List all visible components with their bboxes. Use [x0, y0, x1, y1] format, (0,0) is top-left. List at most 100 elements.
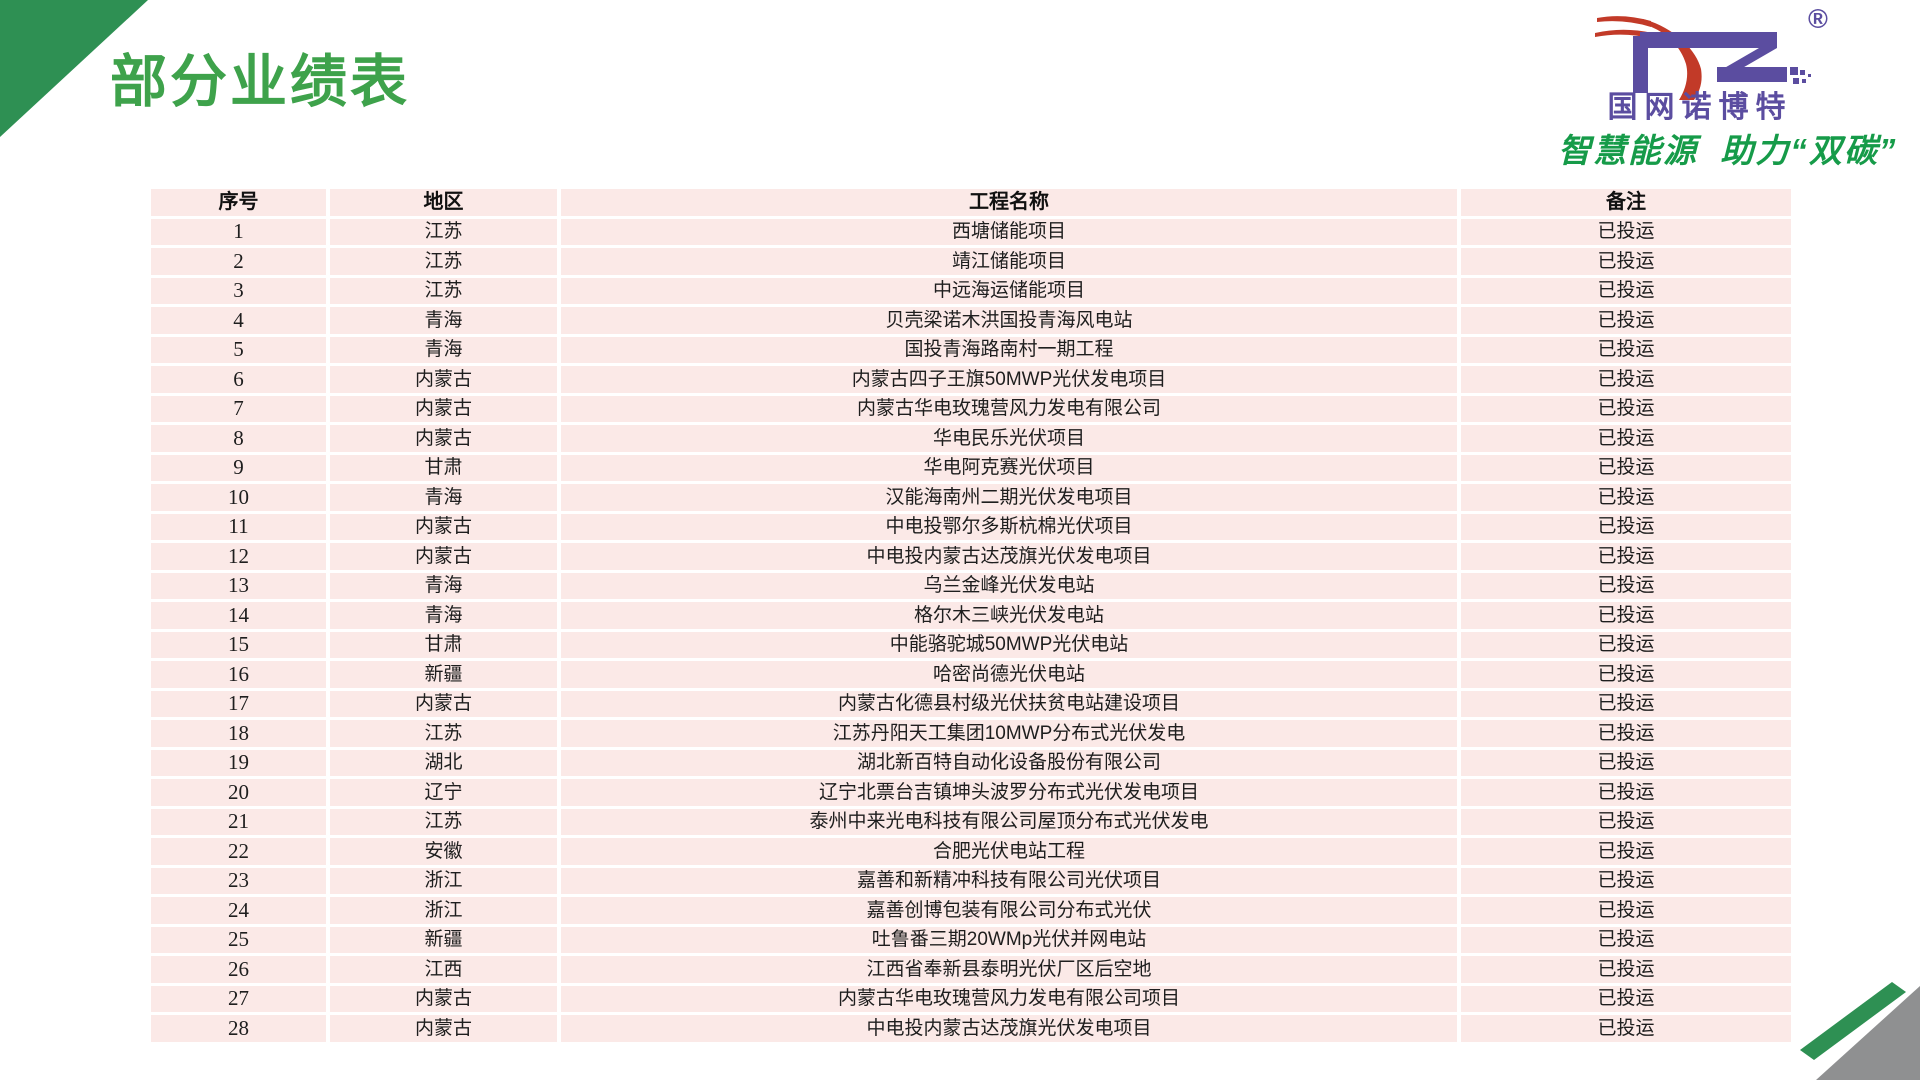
region-cell: 辽宁 — [330, 779, 557, 806]
table-row: 16 新疆 哈密尚德光伏电站 已投运 — [151, 661, 1791, 688]
region-cell: 浙江 — [330, 867, 557, 894]
remark-cell: 已投运 — [1461, 484, 1791, 511]
project-name-cell: 中能骆驼城50MWP光伏电站 — [561, 631, 1457, 658]
table-row: 22 安徽 合肥光伏电站工程 已投运 — [151, 838, 1791, 865]
table-row: 19 湖北 湖北新百特自动化设备股份有限公司 已投运 — [151, 749, 1791, 776]
registered-trademark-icon: ® — [1808, 4, 1828, 34]
table-row: 28 内蒙古 中电投内蒙古达茂旗光伏发电项目 已投运 — [151, 1015, 1791, 1042]
project-name-cell: 格尔木三峡光伏发电站 — [561, 602, 1457, 629]
table-row: 10 青海 汉能海南州二期光伏发电项目 已投运 — [151, 484, 1791, 511]
serial-cell: 13 — [151, 572, 326, 599]
table-row: 7 内蒙古 内蒙古华电玫瑰营风力发电有限公司 已投运 — [151, 395, 1791, 422]
serial-cell: 11 — [151, 513, 326, 540]
remark-cell: 已投运 — [1461, 395, 1791, 422]
remark-cell: 已投运 — [1461, 336, 1791, 363]
table-row: 25 新疆 吐鲁番三期20WMp光伏并网电站 已投运 — [151, 926, 1791, 953]
region-cell: 甘肃 — [330, 631, 557, 658]
remark-cell: 已投运 — [1461, 897, 1791, 924]
project-name-cell: 江西省奉新县泰明光伏厂区后空地 — [561, 956, 1457, 983]
serial-cell: 2 — [151, 248, 326, 275]
table-row: 8 内蒙古 华电民乐光伏项目 已投运 — [151, 425, 1791, 452]
remark-cell: 已投运 — [1461, 690, 1791, 717]
region-cell: 江苏 — [330, 277, 557, 304]
serial-cell: 26 — [151, 956, 326, 983]
region-cell: 青海 — [330, 602, 557, 629]
performance-table: 序号 地区 工程名称 备注 1 江苏 西塘储能项目 已投运 2 江苏 靖江储能项目 已投运 3 江苏 中远… — [147, 186, 1795, 1045]
region-cell: 内蒙古 — [330, 1015, 557, 1042]
remark-cell: 已投运 — [1461, 779, 1791, 806]
table-row: 18 江苏 江苏丹阳天工集团10MWP分布式光伏发电 已投运 — [151, 720, 1791, 747]
region-cell: 内蒙古 — [330, 543, 557, 570]
column-header: 序号 — [151, 189, 326, 216]
remark-cell: 已投运 — [1461, 661, 1791, 688]
bottom-right-corner-decoration — [1788, 948, 1920, 1080]
region-cell: 内蒙古 — [330, 395, 557, 422]
remark-cell: 已投运 — [1461, 720, 1791, 747]
remark-cell: 已投运 — [1461, 425, 1791, 452]
serial-cell: 6 — [151, 366, 326, 393]
table-row: 14 青海 格尔木三峡光伏发电站 已投运 — [151, 602, 1791, 629]
project-name-cell: 乌兰金峰光伏发电站 — [561, 572, 1457, 599]
column-header: 工程名称 — [561, 189, 1457, 216]
region-cell: 青海 — [330, 336, 557, 363]
remark-cell: 已投运 — [1461, 218, 1791, 245]
region-cell: 青海 — [330, 484, 557, 511]
project-name-cell: 贝壳梁诺木洪国投青海风电站 — [561, 307, 1457, 334]
table-row: 27 内蒙古 内蒙古华电玫瑰营风力发电有限公司项目 已投运 — [151, 985, 1791, 1012]
project-name-cell: 中电投内蒙古达茂旗光伏发电项目 — [561, 543, 1457, 570]
serial-cell: 27 — [151, 985, 326, 1012]
remark-cell: 已投运 — [1461, 956, 1791, 983]
project-name-cell: 哈密尚德光伏电站 — [561, 661, 1457, 688]
project-name-cell: 内蒙古华电玫瑰营风力发电有限公司项目 — [561, 985, 1457, 1012]
serial-cell: 18 — [151, 720, 326, 747]
table-row: 26 江西 江西省奉新县泰明光伏厂区后空地 已投运 — [151, 956, 1791, 983]
remark-cell: 已投运 — [1461, 867, 1791, 894]
table-row: 17 内蒙古 内蒙古化德县村级光伏扶贫电站建设项目 已投运 — [151, 690, 1791, 717]
remark-cell: 已投运 — [1461, 454, 1791, 481]
table-row: 6 内蒙古 内蒙古四子王旗50MWP光伏发电项目 已投运 — [151, 366, 1791, 393]
project-name-cell: 汉能海南州二期光伏发电项目 — [561, 484, 1457, 511]
project-name-cell: 靖江储能项目 — [561, 248, 1457, 275]
serial-cell: 12 — [151, 543, 326, 570]
region-cell: 内蒙古 — [330, 690, 557, 717]
region-cell: 安徽 — [330, 838, 557, 865]
project-name-cell: 泰州中来光电科技有限公司屋顶分布式光伏发电 — [561, 808, 1457, 835]
remark-cell: 已投运 — [1461, 366, 1791, 393]
table-row: 11 内蒙古 中电投鄂尔多斯杭棉光伏项目 已投运 — [151, 513, 1791, 540]
project-name-cell: 嘉善创博包装有限公司分布式光伏 — [561, 897, 1457, 924]
column-header: 地区 — [330, 189, 557, 216]
serial-cell: 7 — [151, 395, 326, 422]
project-name-cell: 江苏丹阳天工集团10MWP分布式光伏发电 — [561, 720, 1457, 747]
remark-cell: 已投运 — [1461, 543, 1791, 570]
serial-cell: 25 — [151, 926, 326, 953]
region-cell: 江西 — [330, 956, 557, 983]
remark-cell: 已投运 — [1461, 513, 1791, 540]
remark-cell: 已投运 — [1461, 572, 1791, 599]
project-name-cell: 内蒙古化德县村级光伏扶贫电站建设项目 — [561, 690, 1457, 717]
table-row: 23 浙江 嘉善和新精冲科技有限公司光伏项目 已投运 — [151, 867, 1791, 894]
serial-cell: 22 — [151, 838, 326, 865]
serial-cell: 28 — [151, 1015, 326, 1042]
column-header: 备注 — [1461, 189, 1791, 216]
top-left-triangle-decoration — [0, 0, 150, 140]
nz-logo-icon — [1595, 16, 1811, 100]
project-name-cell: 中电投鄂尔多斯杭棉光伏项目 — [561, 513, 1457, 540]
region-cell: 江苏 — [330, 720, 557, 747]
serial-cell: 20 — [151, 779, 326, 806]
serial-cell: 3 — [151, 277, 326, 304]
table-row: 3 江苏 中远海运储能项目 已投运 — [151, 277, 1791, 304]
project-name-cell: 合肥光伏电站工程 — [561, 838, 1457, 865]
project-name-cell: 嘉善和新精冲科技有限公司光伏项目 — [561, 867, 1457, 894]
table-row: 24 浙江 嘉善创博包装有限公司分布式光伏 已投运 — [151, 897, 1791, 924]
region-cell: 内蒙古 — [330, 985, 557, 1012]
remark-cell: 已投运 — [1461, 808, 1791, 835]
region-cell: 湖北 — [330, 749, 557, 776]
project-name-cell: 辽宁北票台吉镇坤头波罗分布式光伏发电项目 — [561, 779, 1457, 806]
project-name-cell: 内蒙古华电玫瑰营风力发电有限公司 — [561, 395, 1457, 422]
serial-cell: 8 — [151, 425, 326, 452]
region-cell: 江苏 — [330, 808, 557, 835]
serial-cell: 9 — [151, 454, 326, 481]
logo-brand-text: 国网诺博特 — [1607, 91, 1793, 124]
table-row: 1 江苏 西塘储能项目 已投运 — [151, 218, 1791, 245]
page-title: 部分业绩表 — [110, 50, 410, 114]
